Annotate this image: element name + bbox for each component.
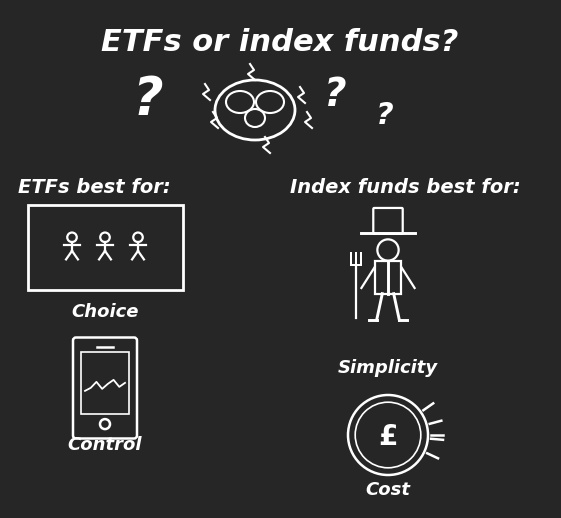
- Text: Control: Control: [68, 436, 142, 454]
- Bar: [28, 205, 183, 290]
- Text: Choice: Choice: [72, 303, 139, 321]
- Bar: [81, 352, 129, 414]
- Text: ?: ?: [376, 100, 394, 130]
- Text: ?: ?: [324, 76, 346, 114]
- Text: £: £: [378, 423, 398, 451]
- Text: ETFs best for:: ETFs best for:: [18, 178, 171, 197]
- Text: Simplicity: Simplicity: [338, 359, 438, 377]
- Text: Index funds best for:: Index funds best for:: [290, 178, 521, 197]
- Text: ETFs or index funds?: ETFs or index funds?: [102, 28, 459, 57]
- Bar: [375, 261, 401, 294]
- Text: Cost: Cost: [366, 481, 411, 499]
- Text: ?: ?: [133, 74, 163, 126]
